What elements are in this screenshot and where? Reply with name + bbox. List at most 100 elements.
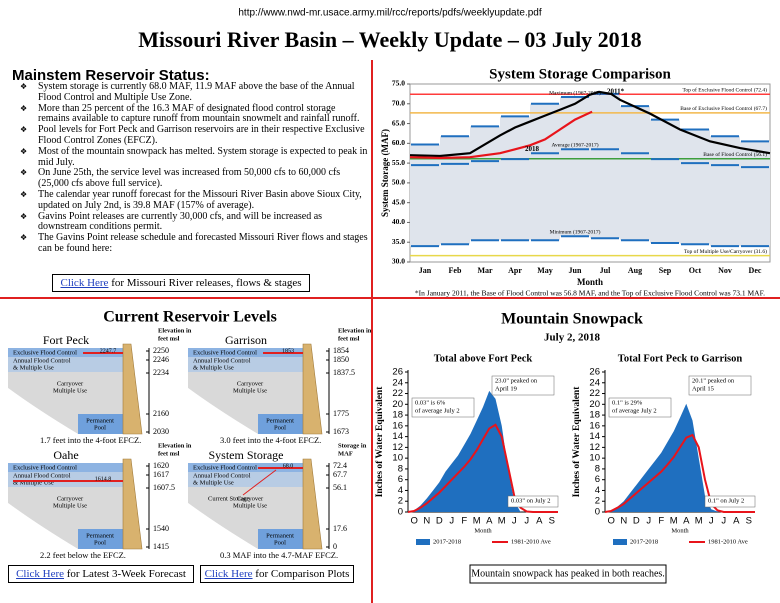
- label: Oahe: [53, 448, 78, 462]
- label: MAF: [338, 450, 353, 457]
- label: 2.2 feet below the EFCZ.: [40, 550, 126, 560]
- label: Oct: [689, 266, 702, 275]
- link-box[interactable]: Click Here for Comparison Plots: [200, 565, 354, 583]
- label: 1981-2010 Ave: [511, 538, 551, 545]
- label: 6: [398, 474, 403, 485]
- label: 1673: [333, 427, 349, 436]
- link-box[interactable]: Click Here for Missouri River releases, …: [52, 274, 310, 292]
- zone: [8, 348, 123, 357]
- label: Top of Multiple Use/Carryover (31.6): [684, 248, 767, 255]
- label: 3.0 feet into the 4-foot EFCZ.: [220, 435, 321, 445]
- footnote: *In January 2011, the Base of Flood Cont…: [415, 289, 765, 298]
- label: Exclusive Flood Control: [13, 464, 77, 471]
- label: 65.0: [392, 118, 405, 127]
- label: 14: [589, 431, 600, 442]
- label: Pool: [94, 424, 106, 431]
- label: 18: [392, 410, 403, 421]
- range-fill: [680, 129, 710, 245]
- label: Inches of Water Equivalent: [375, 386, 385, 498]
- label: J: [721, 516, 726, 527]
- note-box: [469, 564, 667, 584]
- label: 2247.7: [100, 348, 117, 354]
- label: Dec: [749, 266, 762, 275]
- label: 1.7 feet into the 4-foot EFCZ.: [40, 435, 141, 445]
- section-heading: Current Reservoir Levels: [103, 309, 277, 326]
- label: Garrison: [225, 333, 267, 347]
- label: Multiple Use: [233, 502, 267, 509]
- link-text: for Latest 3-Week Forecast: [64, 568, 186, 580]
- label: J: [512, 516, 517, 527]
- label: F: [658, 516, 664, 527]
- arrow: [242, 469, 277, 496]
- chart-title: System Storage Comparison: [489, 66, 671, 82]
- label: 2250: [153, 346, 169, 355]
- link[interactable]: Click Here: [204, 568, 253, 580]
- label: April 19: [495, 385, 517, 392]
- label: Base of Exclusive Flood Control (67.7): [680, 105, 767, 112]
- label: 2018: [525, 145, 540, 153]
- label: Month: [577, 277, 603, 287]
- label: 1775: [333, 409, 349, 418]
- range-fill: [590, 93, 620, 239]
- label: A: [486, 516, 493, 527]
- label: 0.1" on July 2: [708, 497, 744, 504]
- link[interactable]: Click Here: [60, 277, 109, 289]
- label: M: [670, 516, 678, 527]
- label: 16: [589, 420, 600, 431]
- label: A: [536, 516, 543, 527]
- label: 1981-2010 Ave: [708, 538, 748, 545]
- label: Total above Fort Peck: [434, 353, 533, 364]
- label: Permanent: [86, 532, 114, 539]
- label: 2246: [153, 355, 169, 364]
- dam: [302, 458, 323, 550]
- label: 4: [595, 485, 600, 496]
- label: O: [608, 516, 615, 527]
- label: 1837.5: [333, 368, 355, 377]
- range-fill: [410, 144, 440, 247]
- label: Maximum (1967-2017): [549, 89, 601, 96]
- snow-area: [605, 403, 755, 512]
- annotation-box: [608, 397, 672, 418]
- label: 1850: [333, 355, 349, 364]
- label: 1854: [333, 346, 349, 355]
- range-fill: [440, 136, 470, 245]
- label: 1614.8: [95, 476, 112, 482]
- label: Exclusive Flood Control: [193, 464, 257, 471]
- link-box[interactable]: Click Here for Latest 3-Week Forecast: [8, 565, 194, 583]
- link[interactable]: Click Here: [16, 568, 65, 580]
- bullet: Pool levels for Fort Peck and Garrison r…: [20, 124, 368, 147]
- zone: [258, 414, 303, 434]
- range-fill: [620, 106, 650, 241]
- label: Annual Flood Control: [13, 357, 71, 364]
- label: D: [633, 516, 640, 527]
- label: 0: [398, 507, 403, 518]
- label: of average July 2: [612, 407, 657, 414]
- label: 26: [589, 367, 600, 378]
- zone: [188, 463, 303, 472]
- range-fill: [650, 119, 680, 244]
- label: feet msl: [158, 450, 180, 457]
- label: 4: [398, 485, 403, 496]
- label: Carryover: [237, 380, 264, 387]
- label: 0.03" is 6%: [415, 399, 446, 406]
- label: Inches of Water Equivalent: [572, 386, 582, 498]
- label: Apr: [508, 266, 522, 275]
- zone: [78, 414, 123, 434]
- label: 2: [595, 496, 600, 507]
- label: 0.03" on July 2: [511, 497, 551, 504]
- label: 20: [392, 399, 403, 410]
- label: 8: [398, 463, 403, 474]
- legend-swatch: [613, 539, 627, 545]
- label: 2160: [153, 409, 169, 418]
- label: Annual Flood Control: [193, 472, 251, 479]
- label: Carryover: [237, 495, 264, 502]
- label: Jan: [419, 266, 432, 275]
- label: Jun: [569, 266, 582, 275]
- label: O: [411, 516, 418, 527]
- label: 0.3 MAF into the 4.7-MAF EFCZ.: [220, 550, 338, 560]
- bullet: System storage is currently 68.0 MAF, 11…: [20, 81, 368, 104]
- label: 2017-2018: [433, 538, 461, 545]
- label: 22: [589, 388, 600, 399]
- zone: [8, 463, 123, 472]
